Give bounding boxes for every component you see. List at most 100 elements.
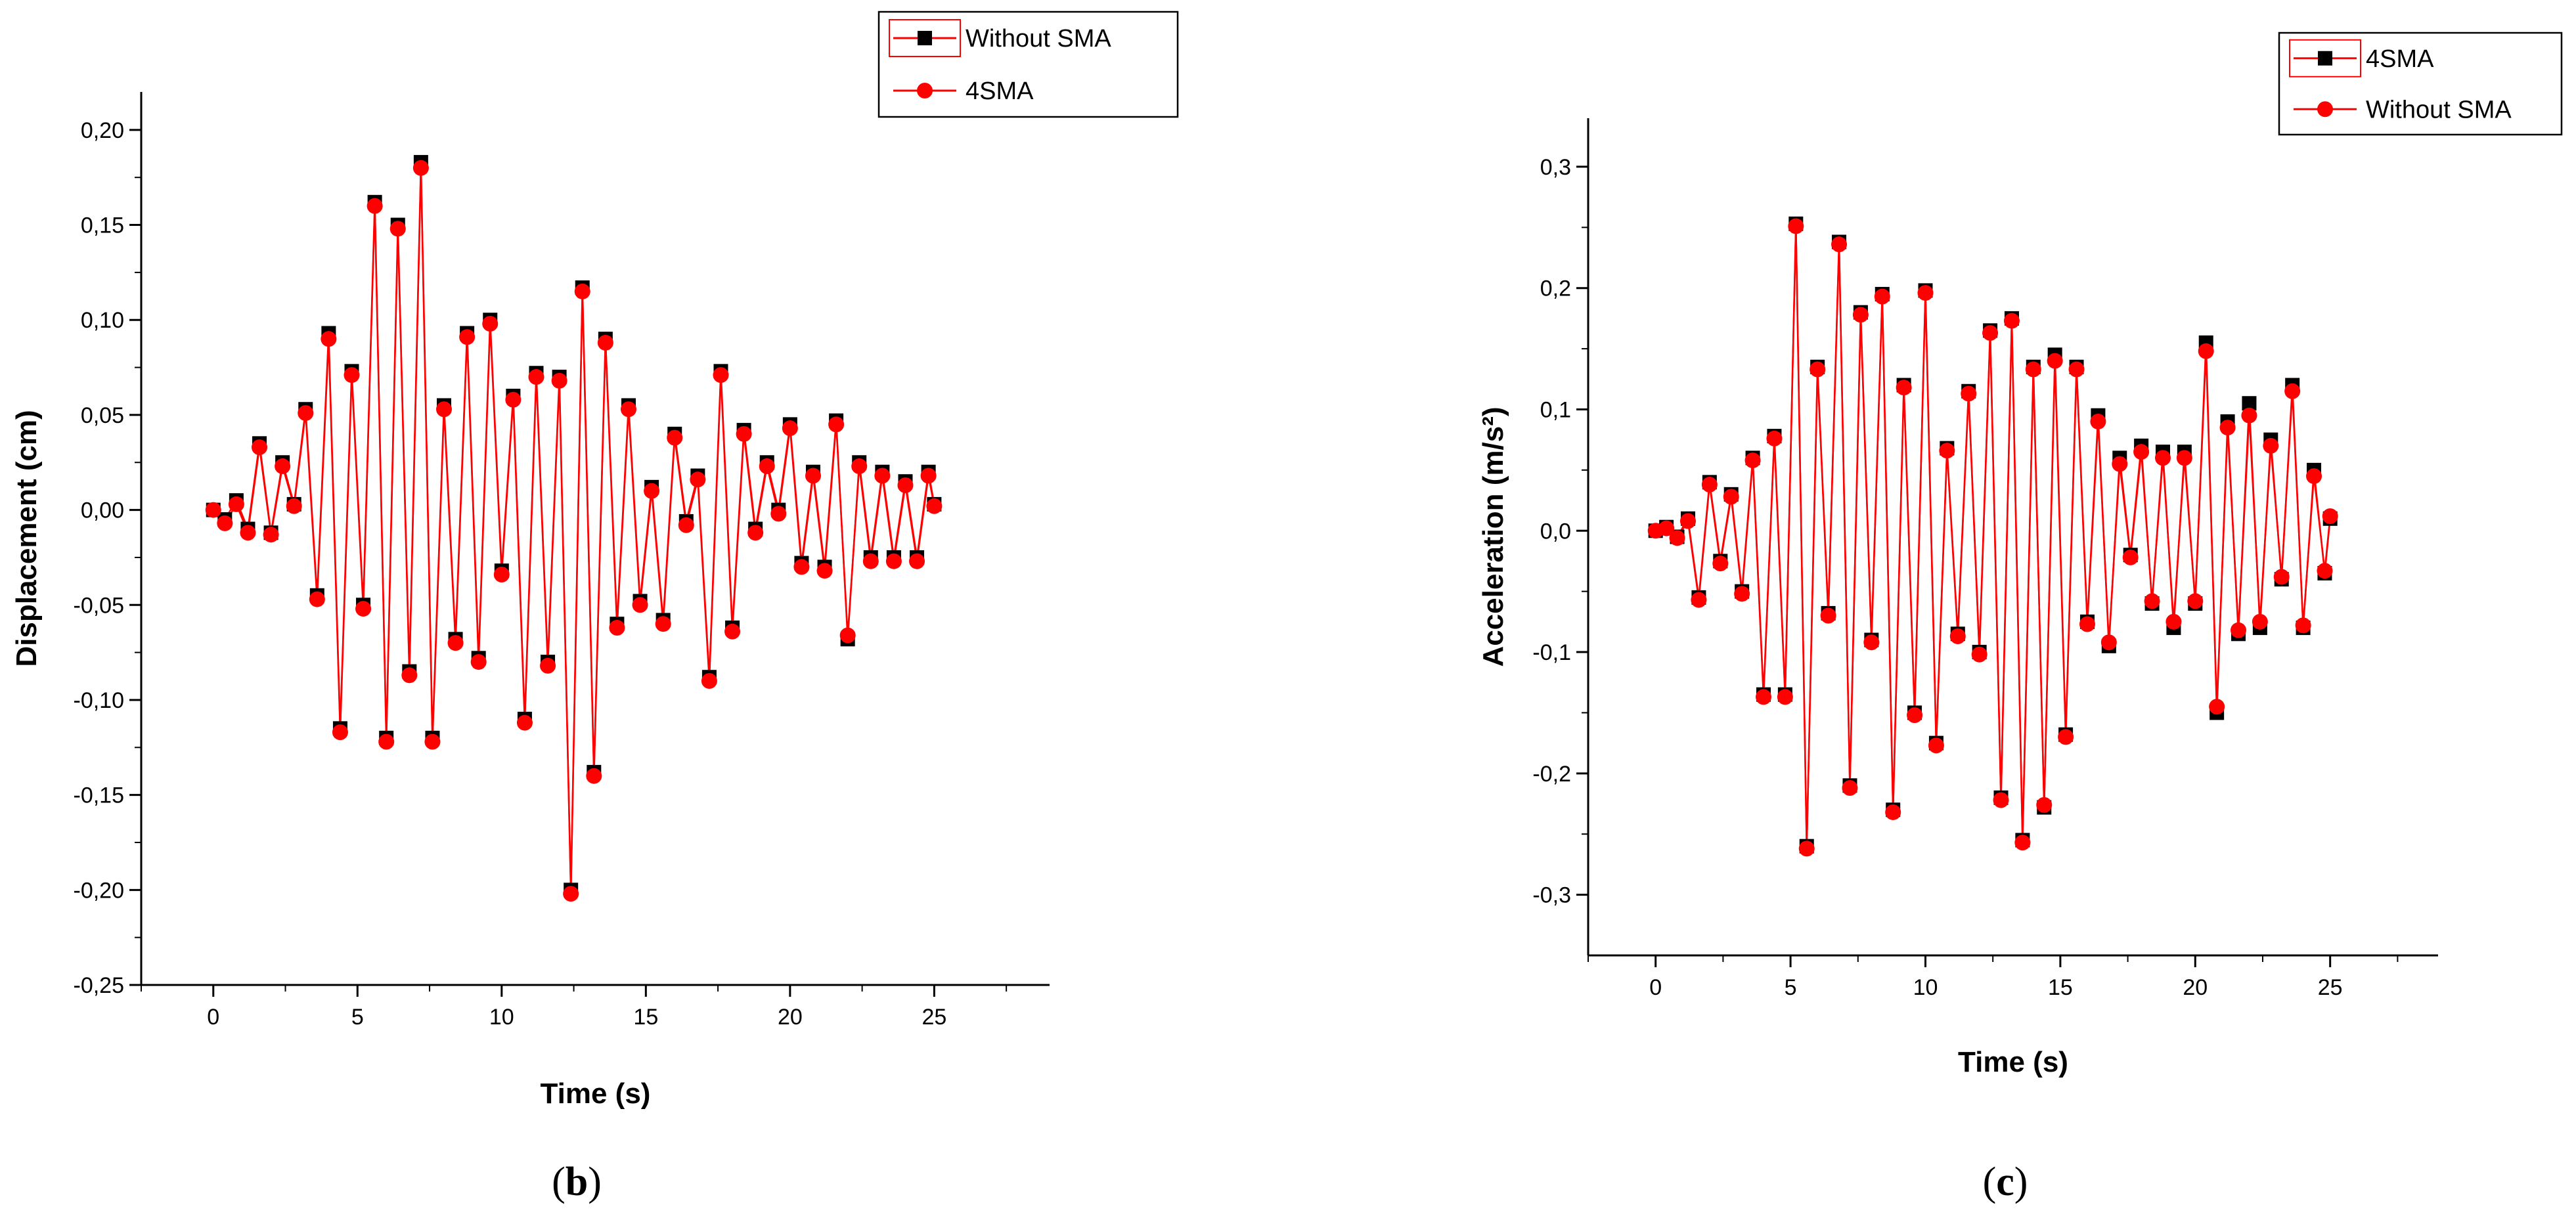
chart-c-point-circle bbox=[1734, 586, 1750, 602]
chart-b-ytick-label: 0,05 bbox=[81, 403, 124, 428]
chart-c-xtick-label: 25 bbox=[2318, 975, 2343, 1000]
chart-c-point-circle bbox=[1831, 236, 1848, 253]
chart-c-point-circle bbox=[2036, 796, 2053, 813]
chart-b-point-circle bbox=[217, 515, 233, 531]
chart-b-point-circle bbox=[839, 627, 856, 644]
chart-c-point-circle bbox=[2273, 569, 2290, 585]
chart-b-ytick-label: 0,10 bbox=[81, 308, 124, 333]
chart-c-point-circle bbox=[1928, 737, 1944, 754]
chart-c-ylabel: Acceleration (m/s²) bbox=[1477, 406, 1509, 666]
chart-b-point-circle bbox=[540, 657, 556, 674]
chart-b-point-circle bbox=[309, 591, 325, 607]
chart-b-point-circle bbox=[355, 601, 372, 617]
chart-c-point-circle bbox=[1961, 385, 1977, 402]
chart-b-point-circle bbox=[252, 439, 268, 456]
chart-c-point-circle bbox=[2165, 613, 2182, 630]
chart-c-point-circle bbox=[2317, 563, 2333, 579]
chart-b-legend-label: 4SMA bbox=[966, 77, 1034, 105]
chart-b-legend: Without SMA 4SMA bbox=[877, 11, 1179, 118]
chart-c-point-circle bbox=[2241, 407, 2257, 424]
chart-c-ytick-label: 0,1 bbox=[1540, 397, 1571, 422]
chart-c-point-circle bbox=[1756, 689, 1772, 705]
chart-b-point-circle bbox=[366, 198, 383, 214]
chart-c-point-circle bbox=[1885, 804, 1901, 820]
chart-c-point-circle bbox=[1744, 452, 1761, 469]
chart-b-series-group bbox=[205, 155, 943, 902]
chart-b-point-circle bbox=[805, 468, 821, 484]
chart-b-point-circle bbox=[240, 525, 256, 541]
chart-c-point-circle bbox=[2231, 622, 2247, 638]
chart-c-ytick-label: -0,1 bbox=[1532, 640, 1571, 665]
chart-b-point-circle bbox=[275, 458, 291, 475]
chart-b-ylabel: Displacement (cm) bbox=[11, 410, 43, 666]
chart-c-point-circle bbox=[1820, 607, 1836, 624]
chart-b-point-circle bbox=[736, 426, 752, 442]
chart-b-point-circle bbox=[782, 420, 798, 437]
chart-b-point-circle bbox=[516, 714, 533, 731]
chart-b-point-circle bbox=[563, 886, 579, 902]
chart-c-point-circle bbox=[2209, 699, 2225, 715]
chart-b-point-circle bbox=[620, 401, 636, 418]
chart-b-point-circle bbox=[389, 221, 406, 237]
chart-b-xtick-label: 15 bbox=[633, 1005, 658, 1030]
chart-c-point-circle bbox=[2025, 361, 2041, 378]
chart-c-point-circle bbox=[2154, 450, 2171, 466]
chart-b-point-circle bbox=[436, 401, 452, 418]
chart-b-point-circle bbox=[482, 316, 499, 332]
chart-c-legend: 4SMA Without SMA bbox=[2278, 32, 2563, 136]
chart-b-point-circle bbox=[747, 525, 764, 541]
chart-c-point-circle bbox=[2003, 313, 2020, 329]
chart-c-point-circle bbox=[2112, 456, 2128, 472]
chart-c-point-circle bbox=[2047, 353, 2063, 369]
chart-b-point-circle bbox=[828, 416, 845, 433]
chart-c-point-circle bbox=[2122, 549, 2139, 565]
chart-b-xlabel: Time (s) bbox=[541, 1078, 651, 1110]
chart-b-point-circle bbox=[667, 429, 683, 446]
chart-c-ytick-label: 0,2 bbox=[1540, 276, 1571, 301]
chart-b-point-circle bbox=[586, 768, 602, 784]
chart-c-point-circle bbox=[1939, 443, 1955, 459]
chart-c-point-circle bbox=[1993, 792, 2009, 808]
chart-c-point-circle bbox=[1874, 288, 1890, 305]
chart-b-ytick-label: -0,15 bbox=[74, 783, 125, 808]
chart-panel-c: -0,3 -0,2 -0,1 0,0 0,1 0,2 0,3 0 5 10 15 20 25 Time … bbox=[1477, 32, 2563, 1204]
chart-c-point-circle bbox=[1798, 840, 1815, 857]
chart-b-point-circle bbox=[597, 334, 613, 351]
chart-b-point-circle bbox=[690, 471, 706, 488]
chart-b-xtick-label: 0 bbox=[207, 1005, 219, 1030]
chart-b-point-circle bbox=[298, 405, 314, 422]
chart-b-point-circle bbox=[263, 527, 279, 543]
chart-b-point-circle bbox=[909, 553, 925, 569]
chart-c-point-circle bbox=[1777, 689, 1793, 705]
chart-b-point-circle bbox=[644, 483, 660, 499]
chart-b-legend-marker-circle bbox=[917, 83, 933, 98]
chart-c-point-circle bbox=[1701, 477, 1718, 493]
chart-c-point-circle bbox=[1971, 646, 1988, 663]
chart-b-point-circle bbox=[759, 458, 775, 475]
chart-b-ytick-label: -0,20 bbox=[74, 878, 125, 903]
chart-c-point-circle bbox=[2058, 729, 2074, 745]
chart-c-point-circle bbox=[2090, 413, 2106, 429]
chart-c-point-circle bbox=[1982, 325, 1999, 341]
chart-c-point-circle bbox=[2014, 835, 2031, 851]
chart-c-point-circle bbox=[2079, 616, 2095, 632]
chart-c-ytick-label: -0,2 bbox=[1532, 762, 1571, 787]
chart-b-point-circle bbox=[574, 283, 590, 299]
chart-b-point-circle bbox=[655, 616, 671, 632]
chart-b-point-circle bbox=[862, 553, 879, 569]
chart-c-point-circle bbox=[2187, 593, 2204, 609]
chart-c-point-square bbox=[2242, 396, 2257, 411]
chart-b-caption: (b) bbox=[552, 1160, 602, 1204]
chart-c-legend-marker-square bbox=[2318, 51, 2332, 66]
chart-b-point-circle bbox=[816, 563, 833, 579]
chart-b-point-circle bbox=[321, 331, 337, 347]
chart-b-point-circle bbox=[632, 597, 648, 613]
chart-c-point-circle bbox=[1766, 430, 1783, 447]
chart-b-legend-label: Without SMA bbox=[966, 25, 1111, 53]
chart-c-xtick-label: 20 bbox=[2183, 975, 2208, 1000]
chart-b-point-circle bbox=[401, 667, 418, 684]
chart-c-point-circle bbox=[1896, 380, 1912, 396]
chart-c-xlabel: Time (s) bbox=[1958, 1046, 2068, 1078]
